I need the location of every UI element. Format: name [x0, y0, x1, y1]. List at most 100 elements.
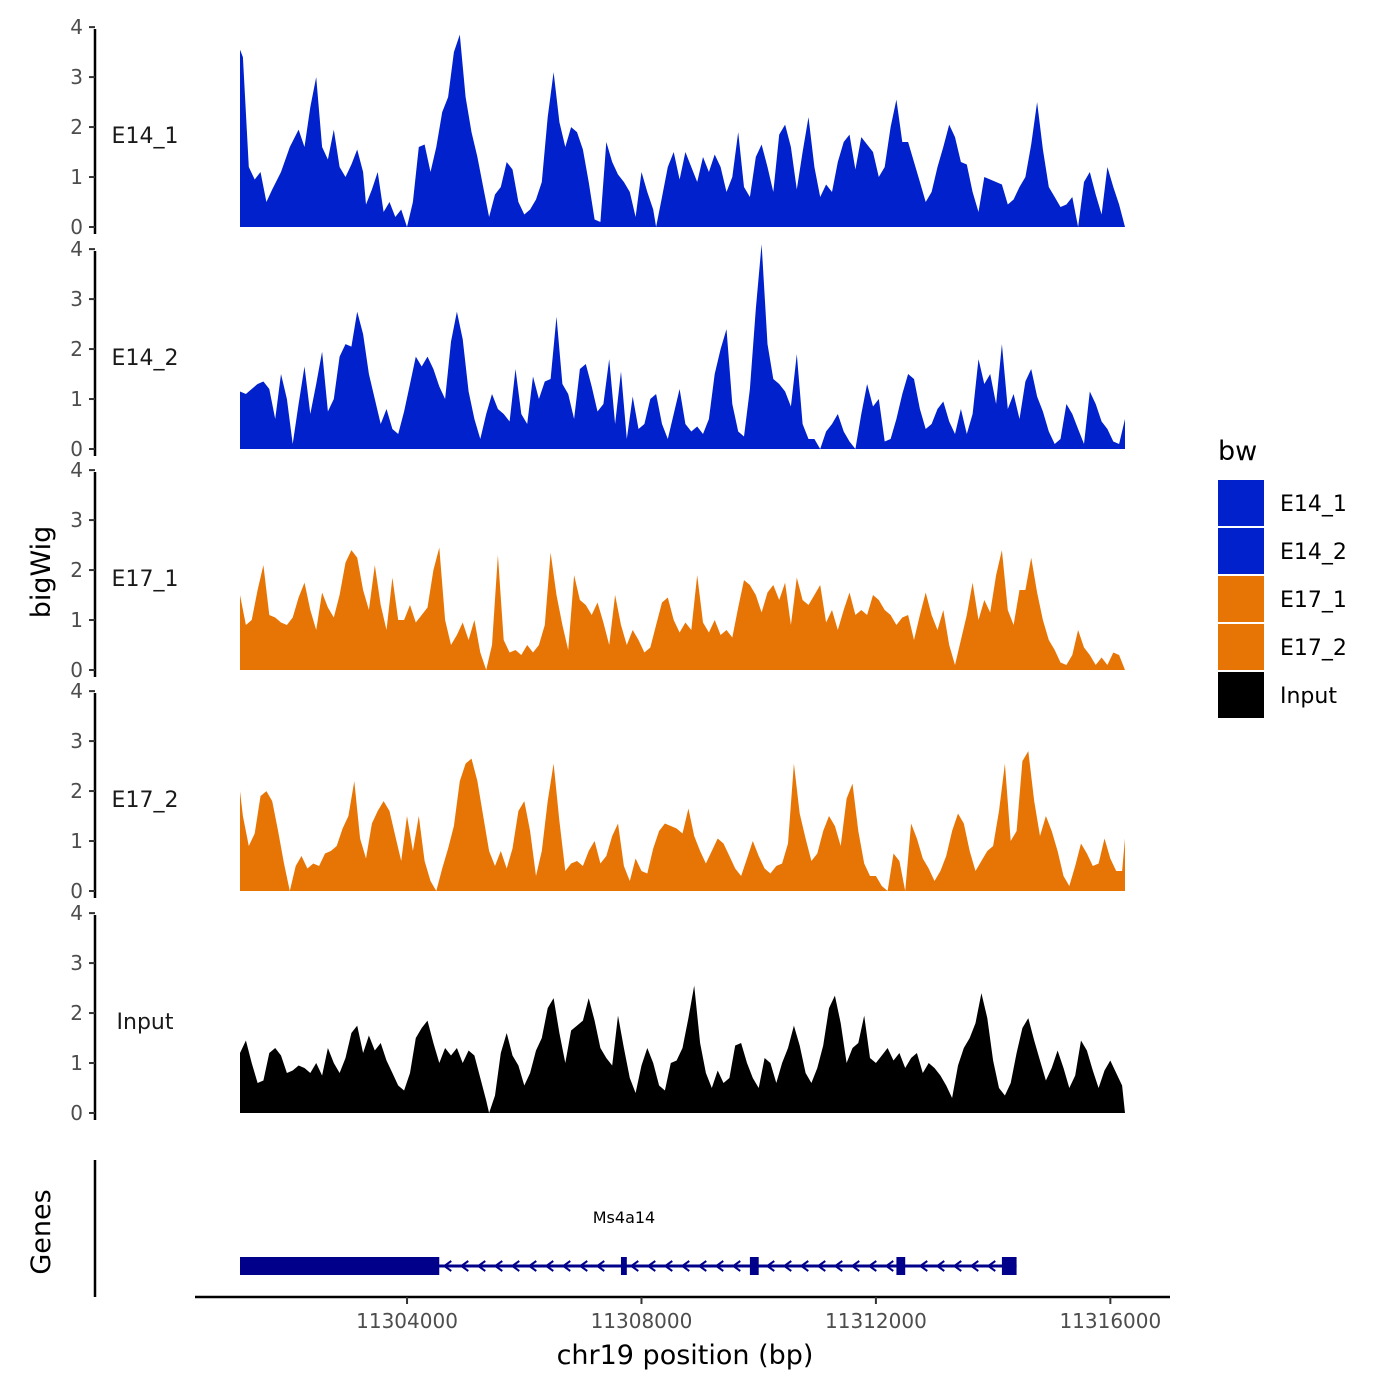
strand-arrow: [714, 1260, 724, 1272]
strand-arrow: [952, 1260, 962, 1272]
strand-arrow: [680, 1260, 690, 1272]
legend-label: E14_2: [1280, 540, 1347, 565]
x-axis-title: chr19 position (bp): [557, 1340, 814, 1371]
x-tick-label: 11312000: [825, 1309, 927, 1333]
area-E14_1: [240, 34, 1125, 227]
strand-arrow: [884, 1260, 894, 1272]
genes-axis-title: Genes: [26, 1189, 57, 1274]
y-tick-label: 4: [70, 458, 83, 482]
y-tick-label: 0: [70, 658, 83, 682]
track-label: E14_1: [112, 124, 179, 149]
gene-exon: [1001, 1257, 1017, 1275]
bigwig-tracks: 0 1 2 3 4 E14_1 0 1 2 3 4 E14_2 0 1 2 3 4 E17_1 0 1 2 3 4 E17_2…: [70, 15, 1125, 1125]
legend-swatch-Input: [1218, 672, 1264, 718]
area-E17_1: [240, 547, 1125, 670]
x-tick-label: 11316000: [1059, 1309, 1161, 1333]
y-axis-title: bigWig: [26, 526, 57, 619]
track-label: Input: [117, 1010, 174, 1035]
y-tick-label: 3: [70, 65, 83, 89]
strand-arrow: [697, 1260, 707, 1272]
strand-arrow: [629, 1260, 639, 1272]
strand-arrow: [476, 1260, 486, 1272]
strand-arrow: [646, 1260, 656, 1272]
y-tick-label: 0: [70, 215, 83, 239]
strand-arrow: [867, 1260, 877, 1272]
strand-arrow: [765, 1260, 775, 1272]
x-tick-label: 11304000: [356, 1309, 458, 1333]
area-Input: [240, 985, 1125, 1113]
y-tick-label: 2: [70, 337, 83, 361]
y-tick-label: 1: [70, 1051, 83, 1075]
gene-Ms4a14: Ms4a14: [240, 1208, 1017, 1275]
y-tick-label: 4: [70, 15, 83, 39]
y-tick-label: 3: [70, 951, 83, 975]
strand-arrow: [595, 1260, 605, 1272]
strand-arrow: [561, 1260, 571, 1272]
strand-arrow: [731, 1260, 741, 1272]
y-tick-label: 0: [70, 437, 83, 461]
legend-label: Input: [1280, 684, 1337, 709]
strand-arrow: [833, 1260, 843, 1272]
x-axis: 11304000 11308000 11312000 11316000: [195, 1295, 1170, 1333]
legend-title: bw: [1218, 436, 1257, 467]
y-tick-label: 3: [70, 729, 83, 753]
y-tick-label: 2: [70, 779, 83, 803]
strand-arrow: [442, 1260, 452, 1272]
strand-arrow: [493, 1260, 503, 1272]
y-tick-label: 2: [70, 558, 83, 582]
track-E17_2: 0 1 2 3 4 E17_2: [70, 679, 1125, 903]
gene-exon: [240, 1257, 440, 1275]
legend-label: E14_1: [1280, 492, 1347, 517]
legend-swatch-E14_2: [1218, 528, 1264, 574]
track-E14_1: 0 1 2 3 4 E14_1: [70, 15, 1125, 239]
track-Input: 0 1 2 3 4 Input: [70, 901, 1125, 1125]
gene-exon: [620, 1257, 627, 1275]
area-E17_2: [240, 751, 1125, 891]
strand-arrow: [459, 1260, 469, 1272]
y-tick-label: 1: [70, 829, 83, 853]
y-tick-label: 4: [70, 679, 83, 703]
legend-swatch-E17_2: [1218, 624, 1264, 670]
y-tick-label: 4: [70, 237, 83, 261]
strand-arrow: [663, 1260, 673, 1272]
legend-swatch-E14_1: [1218, 480, 1264, 526]
strand-arrow: [935, 1260, 945, 1272]
strand-arrow: [544, 1260, 554, 1272]
track-label: E17_2: [112, 788, 179, 813]
y-tick-label: 0: [70, 879, 83, 903]
x-tick-label: 11308000: [591, 1309, 693, 1333]
y-tick-label: 3: [70, 508, 83, 532]
gene-exon: [749, 1257, 759, 1275]
strand-arrow: [816, 1260, 826, 1272]
legend: bw E14_1 E14_2 E17_1 E17_2 Input: [1218, 436, 1347, 718]
legend-swatch-E17_1: [1218, 576, 1264, 622]
y-tick-label: 1: [70, 165, 83, 189]
strand-arrow: [799, 1260, 809, 1272]
genes-track: Ms4a14: [93, 1160, 1017, 1297]
track-E14_2: 0 1 2 3 4 E14_2: [70, 237, 1125, 461]
legend-label: E17_1: [1280, 588, 1347, 613]
y-tick-label: 4: [70, 901, 83, 925]
strand-arrow: [969, 1260, 979, 1272]
y-tick-label: 2: [70, 1001, 83, 1025]
legend-label: E17_2: [1280, 636, 1347, 661]
strand-arrow: [578, 1260, 588, 1272]
track-label: E14_2: [112, 346, 179, 371]
track-label: E17_1: [112, 567, 179, 592]
strand-arrow: [782, 1260, 792, 1272]
strand-arrow: [510, 1260, 520, 1272]
y-tick-label: 1: [70, 387, 83, 411]
strand-arrow: [850, 1260, 860, 1272]
strand-arrow: [918, 1260, 928, 1272]
y-tick-label: 2: [70, 115, 83, 139]
gene-exon: [896, 1257, 906, 1275]
area-E14_2: [240, 244, 1125, 449]
gene-name-label: Ms4a14: [593, 1208, 655, 1227]
y-tick-label: 1: [70, 608, 83, 632]
y-tick-label: 0: [70, 1101, 83, 1125]
strand-arrow: [986, 1260, 996, 1272]
track-E17_1: 0 1 2 3 4 E17_1: [70, 458, 1125, 682]
strand-arrow: [527, 1260, 537, 1272]
y-tick-label: 3: [70, 287, 83, 311]
